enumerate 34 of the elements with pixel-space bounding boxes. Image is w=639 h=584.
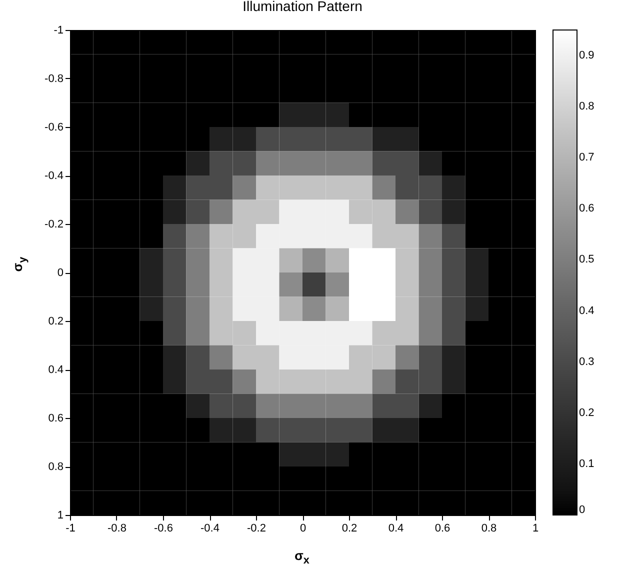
color-bar-label: 0 <box>579 504 586 516</box>
x-tick-label: 0.8 <box>481 522 497 534</box>
color-bar-label: 0.2 <box>579 406 594 419</box>
x-tick-label: 0.4 <box>388 522 404 534</box>
y-tick-label: 0.8 <box>48 461 64 473</box>
x-tick-label: -0.2 <box>247 522 266 534</box>
x-tick-label: -0.4 <box>200 522 220 534</box>
color-bar-label: 0.1 <box>579 458 594 470</box>
color-bar-label: 0.7 <box>579 152 594 164</box>
x-tick-label: 0.2 <box>342 522 358 534</box>
color-bar-label: 0.8 <box>579 100 594 113</box>
y-tick-label: -1 <box>54 24 64 36</box>
y-tick-label: 1 <box>57 510 64 522</box>
y-tick-label: -0.8 <box>44 73 64 85</box>
y-tick-label: 0.2 <box>48 316 64 328</box>
color-bar-label: 0.6 <box>579 202 594 215</box>
x-tick-label: -0.6 <box>154 522 173 534</box>
x-tick-label: -0.8 <box>108 522 126 534</box>
color-bar-label: 0.3 <box>579 356 594 368</box>
color-bar-label: 0.9 <box>579 50 594 62</box>
y-tick-label: -0.2 <box>44 218 64 230</box>
x-tick-label: 0 <box>300 522 306 534</box>
x-tick-label: 1 <box>532 522 539 534</box>
color-bar-label: 0.4 <box>579 304 594 317</box>
y-tick-label: 0.6 <box>48 412 64 424</box>
x-axis-title: σ$_{x}$ <box>294 548 310 567</box>
y-tick-label: -0.6 <box>44 122 64 134</box>
y-tick-label: 0.4 <box>48 364 64 376</box>
y-tick-label: -0.4 <box>44 170 64 182</box>
chart-title: Illumination Pattern <box>242 0 362 14</box>
color-bar-label: 0.5 <box>579 254 594 266</box>
x-tick-label: -1 <box>66 522 76 534</box>
y-tick-label: 0 <box>57 267 64 279</box>
x-tick-label: 0.6 <box>434 522 450 534</box>
